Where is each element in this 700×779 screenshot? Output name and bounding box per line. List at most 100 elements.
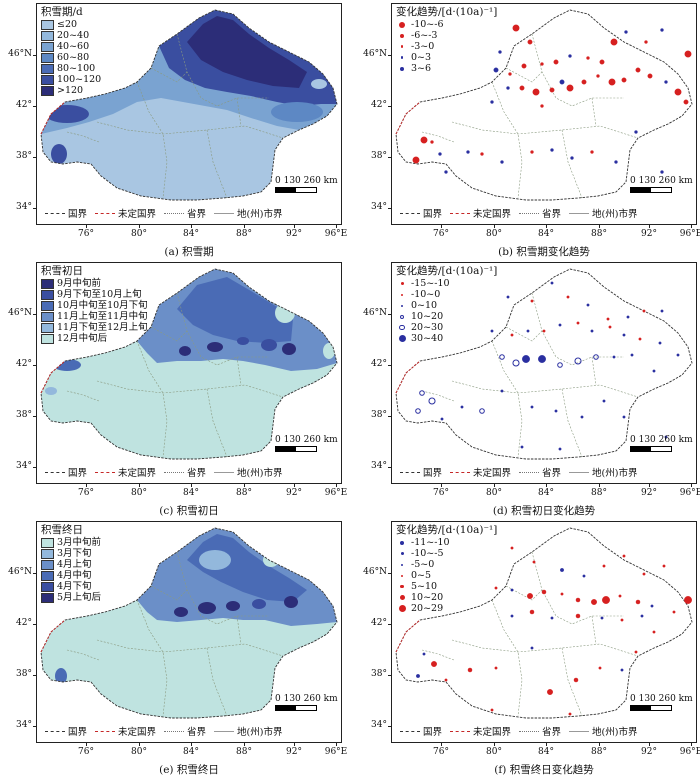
tick <box>191 225 192 228</box>
boundary-item: 国界 <box>400 206 442 220</box>
station-dot <box>540 62 544 66</box>
legend-dot <box>401 304 403 307</box>
station-dot <box>510 546 514 550</box>
station-dot <box>419 390 425 396</box>
lat-label: 46°N <box>363 49 387 59</box>
boundary-label: 国界 <box>423 468 443 479</box>
boundary-label: 国界 <box>423 209 443 220</box>
legend-label: 10月中旬至10月下旬 <box>57 300 148 311</box>
boundary-line <box>569 730 590 732</box>
boundary-item: 地(州)市界 <box>214 724 282 738</box>
admin-line <box>451 121 639 139</box>
boundary-label: 地(州)市界 <box>592 468 638 479</box>
legend-swatch <box>41 300 54 311</box>
station-dot <box>621 77 627 83</box>
map-frame: 变化趋势/[d·(10a)⁻¹] -10~-6 -6~-3 -3~0 0~3 3~6 0 1… <box>391 3 697 225</box>
legend-swatch <box>41 537 54 548</box>
tick <box>546 225 547 228</box>
station-dot <box>568 712 572 716</box>
panel-caption: (b) 积雪期变化趋势 <box>498 246 590 258</box>
legend-label: 5月上旬后 <box>57 592 102 603</box>
boundary-label: 国界 <box>68 727 88 738</box>
panel-caption: (a) 积雪期 <box>164 246 214 258</box>
legend-label: 9月下旬至10月上旬 <box>57 289 142 300</box>
legend-label: >120 <box>57 85 84 96</box>
panel-a: 积雪期/d ≤20 20~40 40~60 60~80 80~100 100~120 >120… <box>8 3 372 261</box>
lon-label: 80° <box>486 488 502 498</box>
station-dot <box>558 323 562 327</box>
tick <box>336 484 337 487</box>
station-dot <box>547 689 553 695</box>
tick <box>33 157 36 158</box>
station-dot <box>684 50 692 58</box>
station-dot <box>500 160 504 164</box>
boundary-label: 未定国界 <box>473 468 512 479</box>
boundary-item: 地(州)市界 <box>569 724 637 738</box>
admin-line <box>491 599 523 717</box>
station-dot <box>480 152 484 156</box>
admin-line <box>421 649 455 661</box>
zone-3 <box>187 16 307 88</box>
boundary-label: 省界 <box>187 209 207 220</box>
lon-label: 76° <box>433 229 449 239</box>
tick <box>33 314 36 315</box>
station-dot <box>530 646 534 650</box>
station-dot <box>650 604 654 608</box>
station-dot <box>660 28 664 32</box>
tick <box>244 743 245 746</box>
map-svg <box>40 527 338 719</box>
legend-item: 4月中旬 <box>41 570 101 581</box>
admin-line <box>236 615 242 645</box>
legend-item: 0~3 <box>396 52 497 63</box>
boundary-item: 国界 <box>400 465 442 479</box>
legend-title: 变化趋势/[d·(10a)⁻¹] <box>396 524 498 536</box>
legend-swatch <box>41 570 54 581</box>
station-dot <box>622 333 626 337</box>
boundary-item: 未定国界 <box>95 724 156 738</box>
tick <box>494 484 495 487</box>
station-dot <box>532 88 540 96</box>
boundary-label: 地(州)市界 <box>592 727 638 738</box>
station-dot <box>658 341 662 345</box>
station-dot <box>647 73 653 79</box>
undetermined-border <box>395 619 421 653</box>
boundary-legend: 国界 未定国界 省界 地(州)市界 <box>45 465 282 479</box>
zone-9 <box>45 387 57 395</box>
legend-item: 3月下旬 <box>41 548 101 559</box>
legend: 变化趋势/[d·(10a)⁻¹] -15~-10 -10~0 0~10 10~20 20~… <box>396 266 497 345</box>
station-dot <box>490 708 494 712</box>
station-dot <box>542 329 546 333</box>
tick <box>294 225 295 228</box>
legend-dot <box>400 540 404 545</box>
lat-label: 46°N <box>8 567 32 577</box>
station-dot <box>500 389 504 393</box>
boundary-line <box>214 471 235 473</box>
boundary-label: 地(州)市界 <box>237 209 283 220</box>
admin-line <box>66 390 100 402</box>
lat-label: 46°N <box>363 567 387 577</box>
station-dot <box>558 447 562 451</box>
boundary-line <box>214 730 235 732</box>
legend-item: -10~-6 <box>396 19 497 30</box>
scale-label: 0 130 260 km <box>275 694 338 704</box>
station-dot <box>566 84 574 92</box>
legend-label: 10~20 <box>411 311 444 322</box>
admin-line <box>206 388 228 458</box>
boundary-label: 国界 <box>68 468 88 479</box>
legend-label: 0~10 <box>411 300 438 311</box>
station-dot <box>591 599 597 605</box>
boundary-line <box>400 471 420 473</box>
legend-label: -3~0 <box>411 41 435 52</box>
lat-label: 42° <box>371 100 387 110</box>
station-dot <box>574 357 582 365</box>
tick <box>139 484 140 487</box>
zone-7 <box>226 601 240 611</box>
station-dot <box>662 564 666 568</box>
boundary-line <box>569 471 590 473</box>
legend-dot <box>401 293 403 296</box>
boundary-label: 地(州)市界 <box>237 727 283 738</box>
tick <box>599 743 600 746</box>
station-dot <box>602 564 606 568</box>
admin-line <box>505 67 543 83</box>
legend-item: 11月上旬至11月中旬 <box>41 311 148 322</box>
